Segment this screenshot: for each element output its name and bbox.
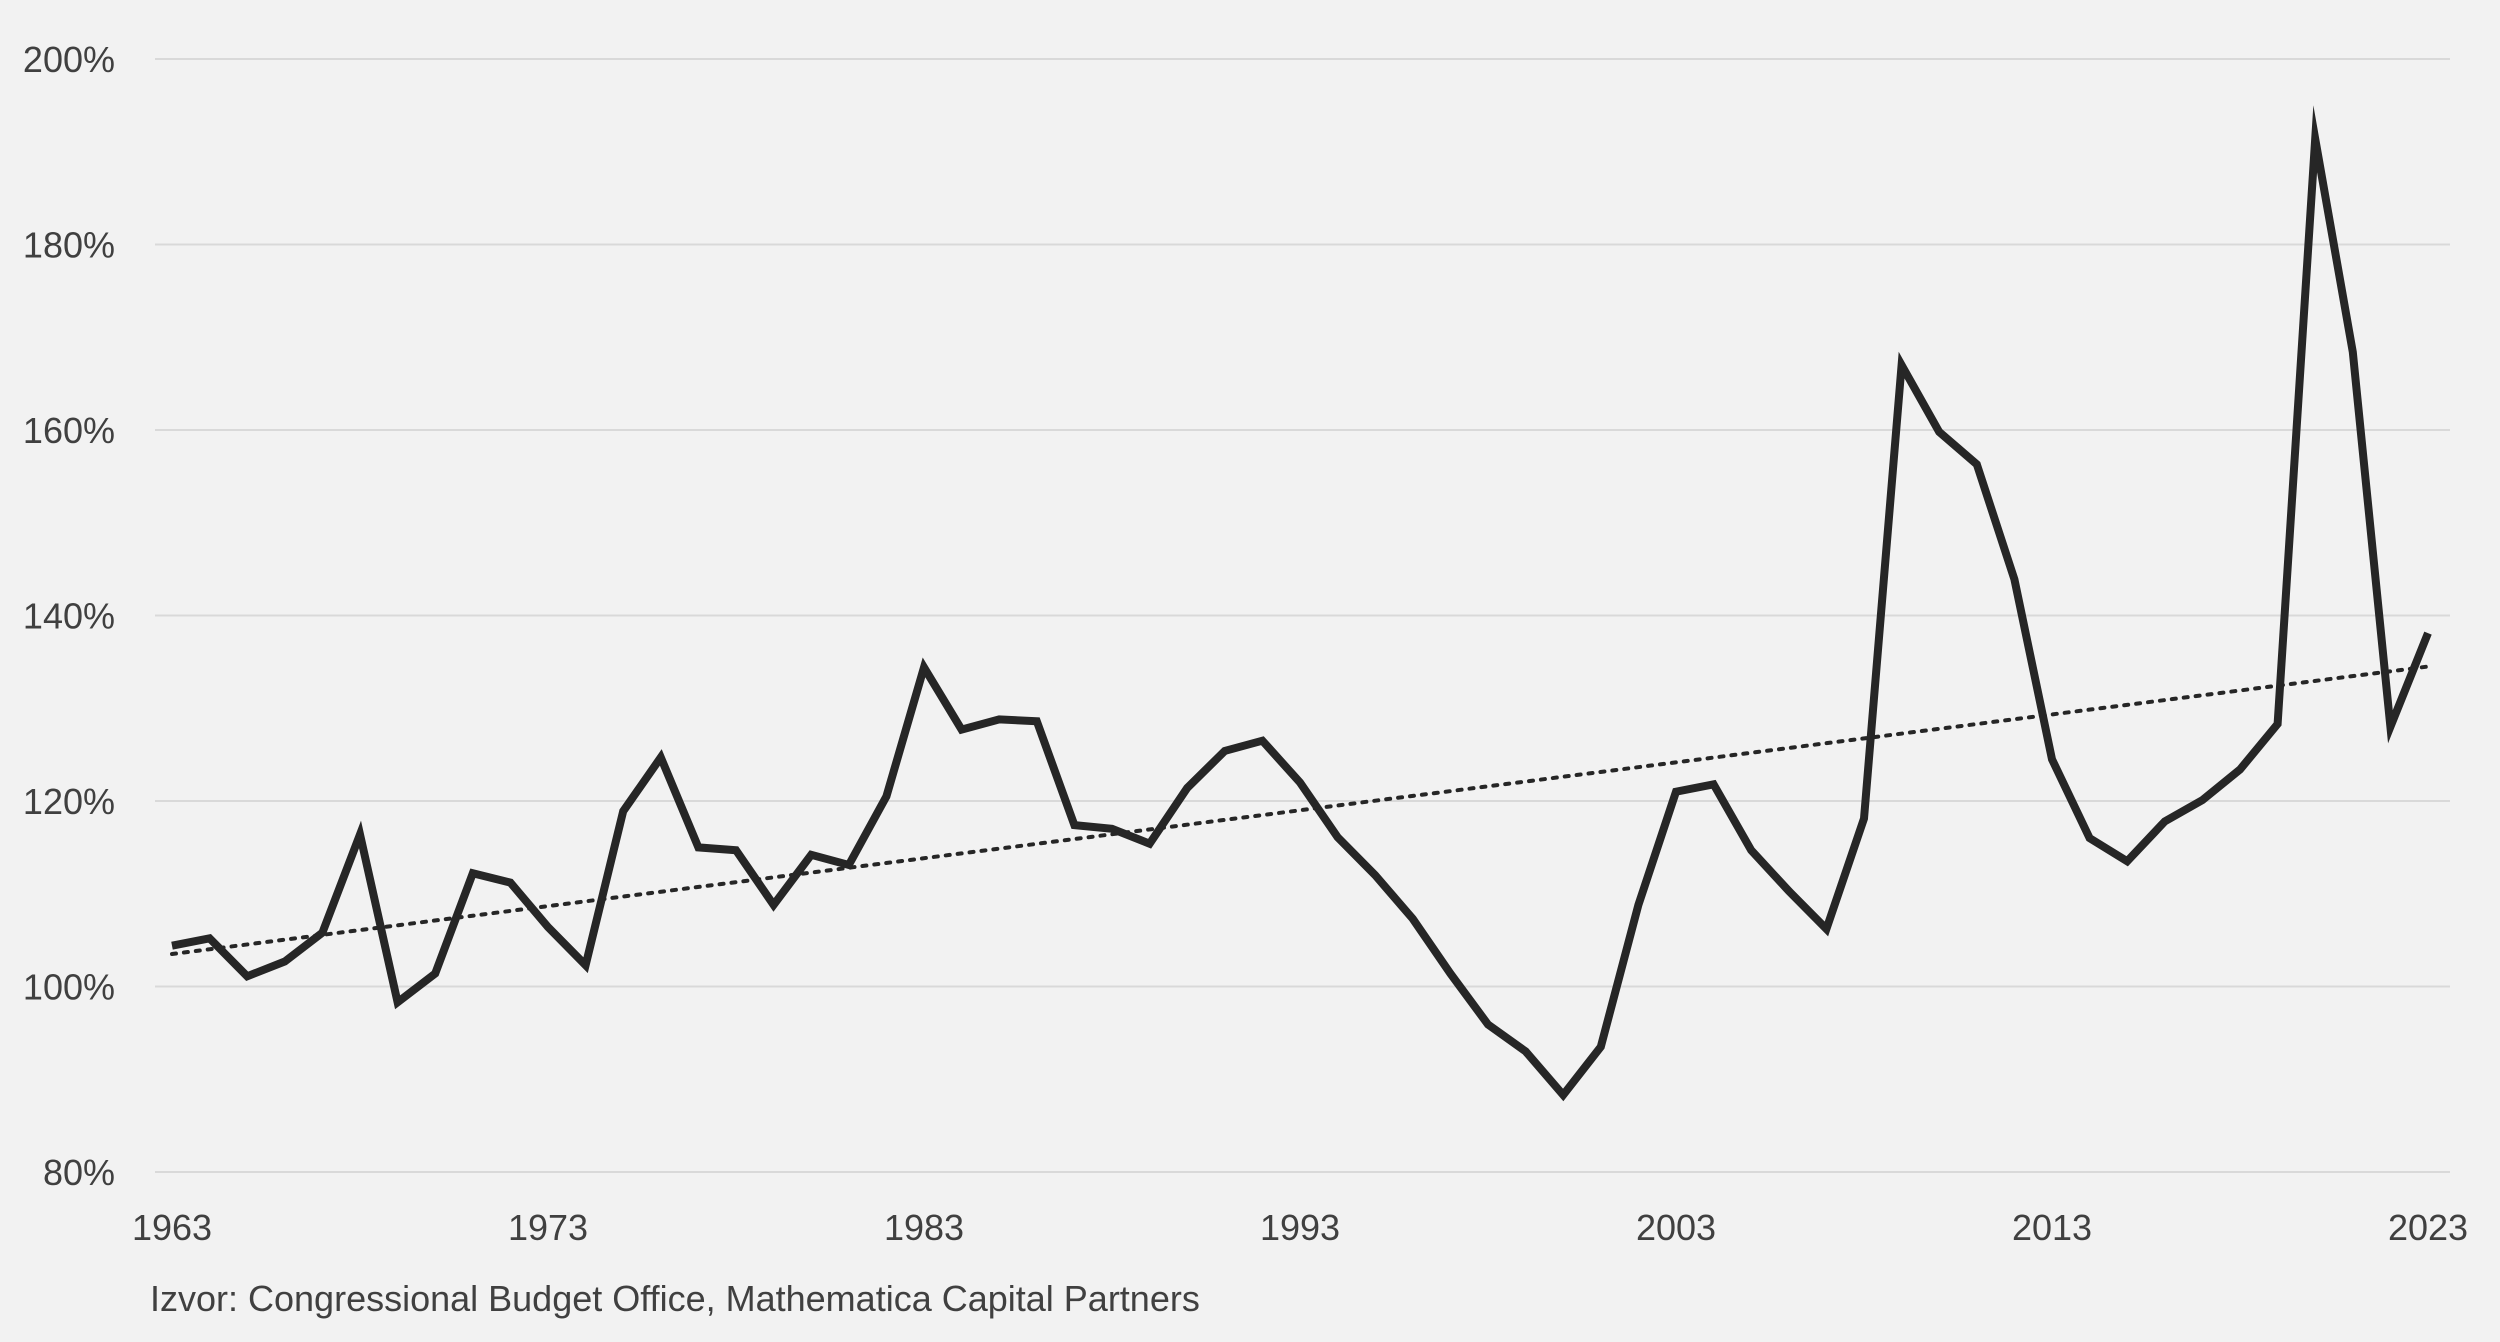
y-tick-label: 140% xyxy=(23,596,115,637)
trendline xyxy=(170,664,2430,957)
gridlines xyxy=(155,58,2450,1173)
x-tick-label: 1993 xyxy=(1260,1207,1340,1248)
x-tick-label: 2003 xyxy=(1636,1207,1716,1248)
series-layer xyxy=(171,105,2432,1102)
y-tick-label: 100% xyxy=(23,967,115,1008)
y-tick-label: 160% xyxy=(23,410,115,451)
y-tick-label: 80% xyxy=(43,1152,115,1193)
x-tick-label: 2013 xyxy=(2012,1207,2092,1248)
y-tick-label: 120% xyxy=(23,781,115,822)
x-tick-label: 1963 xyxy=(132,1207,212,1248)
source-note: Izvor: Congressional Budget Office, Math… xyxy=(150,1278,1200,1319)
x-tick-label: 1973 xyxy=(508,1207,588,1248)
series-line xyxy=(171,105,2432,1102)
x-tick-label: 1983 xyxy=(884,1207,964,1248)
x-tick-label: 2023 xyxy=(2388,1207,2468,1248)
trendline-layer xyxy=(170,664,2430,957)
y-tick-label: 180% xyxy=(23,225,115,266)
y-axis-tick-labels: 80% 100% 120% 140% 160% 180% 200% xyxy=(23,39,115,1193)
y-tick-label: 200% xyxy=(23,39,115,80)
x-axis-tick-labels: 1963 1973 1983 1993 2003 2013 2023 xyxy=(132,1207,2468,1248)
